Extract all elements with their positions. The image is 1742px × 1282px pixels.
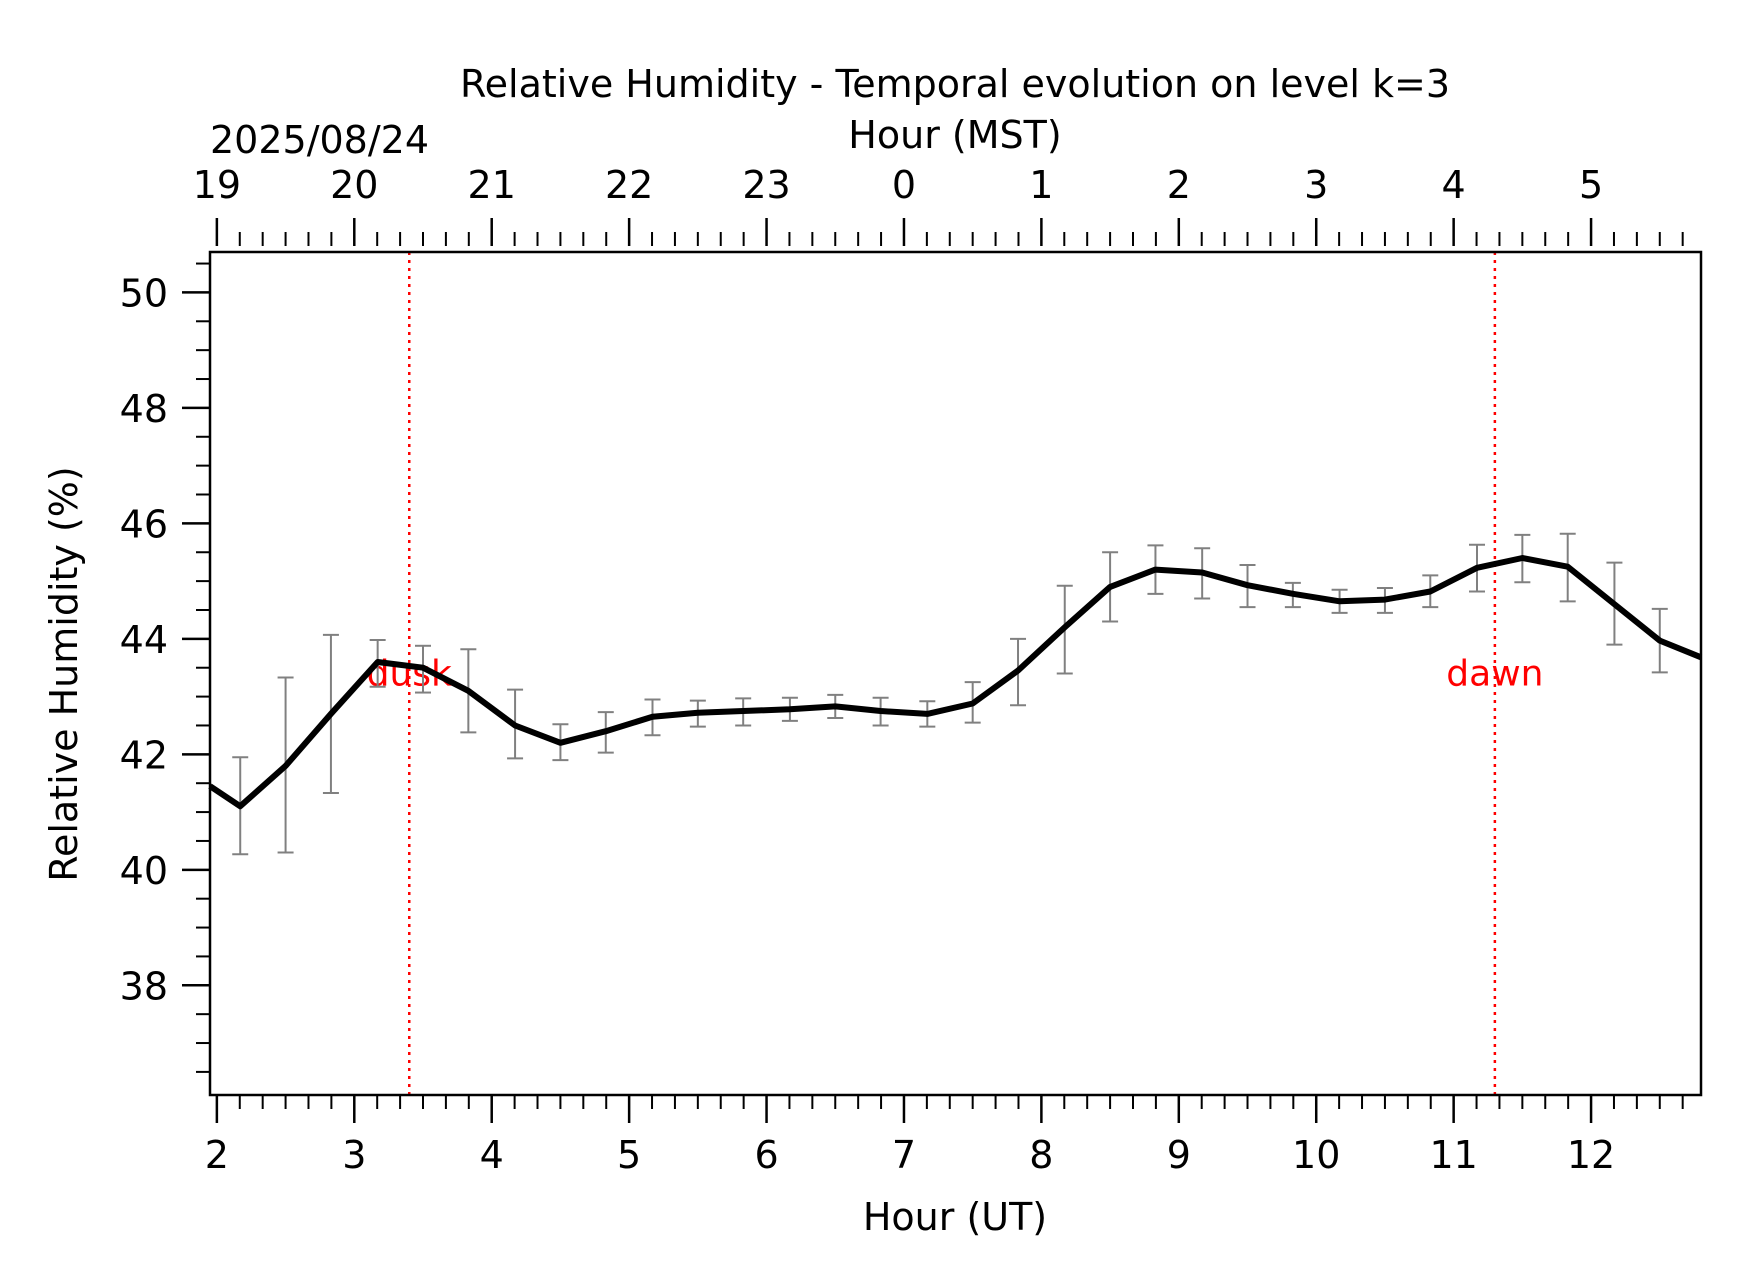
plot-frame	[208, 250, 1703, 1097]
x2-tick-label: 2	[1167, 163, 1191, 207]
x-tick-label: 4	[480, 1133, 504, 1177]
x-tick-label: 2	[205, 1133, 229, 1177]
x2-tick-label: 20	[330, 163, 378, 207]
annotation-label: dawn	[1446, 654, 1543, 695]
series-line	[208, 555, 1703, 810]
date-label: 2025/08/24	[210, 118, 429, 162]
y-tick-label: 48	[120, 387, 168, 431]
x2-tick-label: 1	[1029, 163, 1053, 207]
y-tick-label: 38	[120, 964, 168, 1008]
y-tick-label: 42	[120, 733, 168, 777]
x-tick-label: 10	[1292, 1133, 1340, 1177]
x2-tick-label: 3	[1304, 163, 1328, 207]
x-axis-label: Hour (UT)	[863, 1195, 1047, 1239]
y-tick-label: 46	[120, 502, 168, 546]
x2-tick-label: 19	[193, 163, 241, 207]
x2-tick-label: 22	[605, 163, 653, 207]
y-tick-label: 44	[120, 618, 168, 662]
x2-tick-label: 4	[1442, 163, 1466, 207]
x-tick-label: 3	[342, 1133, 366, 1177]
x2-axis-label: Hour (MST)	[848, 113, 1061, 157]
axes-layer: 2193204215226237081921031141253840424446…	[120, 163, 1684, 1177]
x-tick-label: 9	[1167, 1133, 1191, 1177]
chart-title: Relative Humidity - Temporal evolution o…	[460, 62, 1450, 106]
data-layer: dusk dawn	[208, 252, 1703, 1095]
y-tick-label: 40	[120, 849, 168, 893]
x2-tick-label: 5	[1579, 163, 1603, 207]
x-tick-label: 12	[1567, 1133, 1615, 1177]
x-tick-label: 11	[1429, 1133, 1477, 1177]
x2-tick-label: 23	[742, 163, 790, 207]
y-axis-label: Relative Humidity (%)	[42, 466, 86, 881]
x-tick-label: 5	[617, 1133, 641, 1177]
y-tick-label: 50	[120, 271, 168, 315]
x2-tick-label: 0	[892, 163, 916, 207]
x2-tick-label: 21	[468, 163, 516, 207]
x-tick-label: 7	[892, 1133, 916, 1177]
x-tick-label: 8	[1029, 1133, 1053, 1177]
x-tick-label: 6	[754, 1133, 778, 1177]
